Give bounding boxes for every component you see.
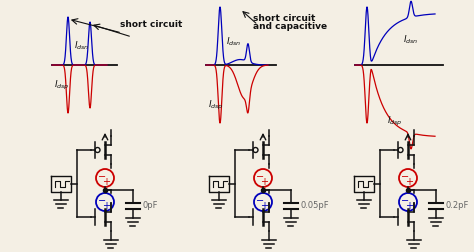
Text: −: − (256, 196, 264, 206)
Text: 0.2pF: 0.2pF (446, 202, 469, 210)
Text: −: − (98, 196, 106, 206)
Text: $I_{dsn}$: $I_{dsn}$ (74, 40, 90, 52)
Text: short circuit: short circuit (120, 20, 182, 29)
Text: −: − (256, 172, 264, 182)
Text: +: + (405, 201, 413, 211)
Text: +: + (102, 177, 110, 187)
Text: $I_{dsn}$: $I_{dsn}$ (403, 34, 419, 47)
Text: +: + (405, 177, 413, 187)
Text: −: − (401, 172, 409, 182)
Text: $I_{dsp}$: $I_{dsp}$ (208, 98, 224, 111)
Text: $I_{dsn}$: $I_{dsn}$ (226, 36, 242, 48)
Text: +: + (102, 201, 110, 211)
Text: −: − (98, 172, 106, 182)
Text: $I_{dsp}$: $I_{dsp}$ (54, 78, 70, 91)
Text: +: + (260, 201, 268, 211)
Text: and capacitive: and capacitive (253, 22, 327, 31)
Text: $I_{dsp}$: $I_{dsp}$ (387, 114, 403, 128)
Text: short circuit: short circuit (253, 14, 315, 23)
Text: +: + (260, 177, 268, 187)
Text: 0pF: 0pF (143, 202, 158, 210)
Text: 0.05pF: 0.05pF (301, 202, 329, 210)
Text: −: − (401, 196, 409, 206)
